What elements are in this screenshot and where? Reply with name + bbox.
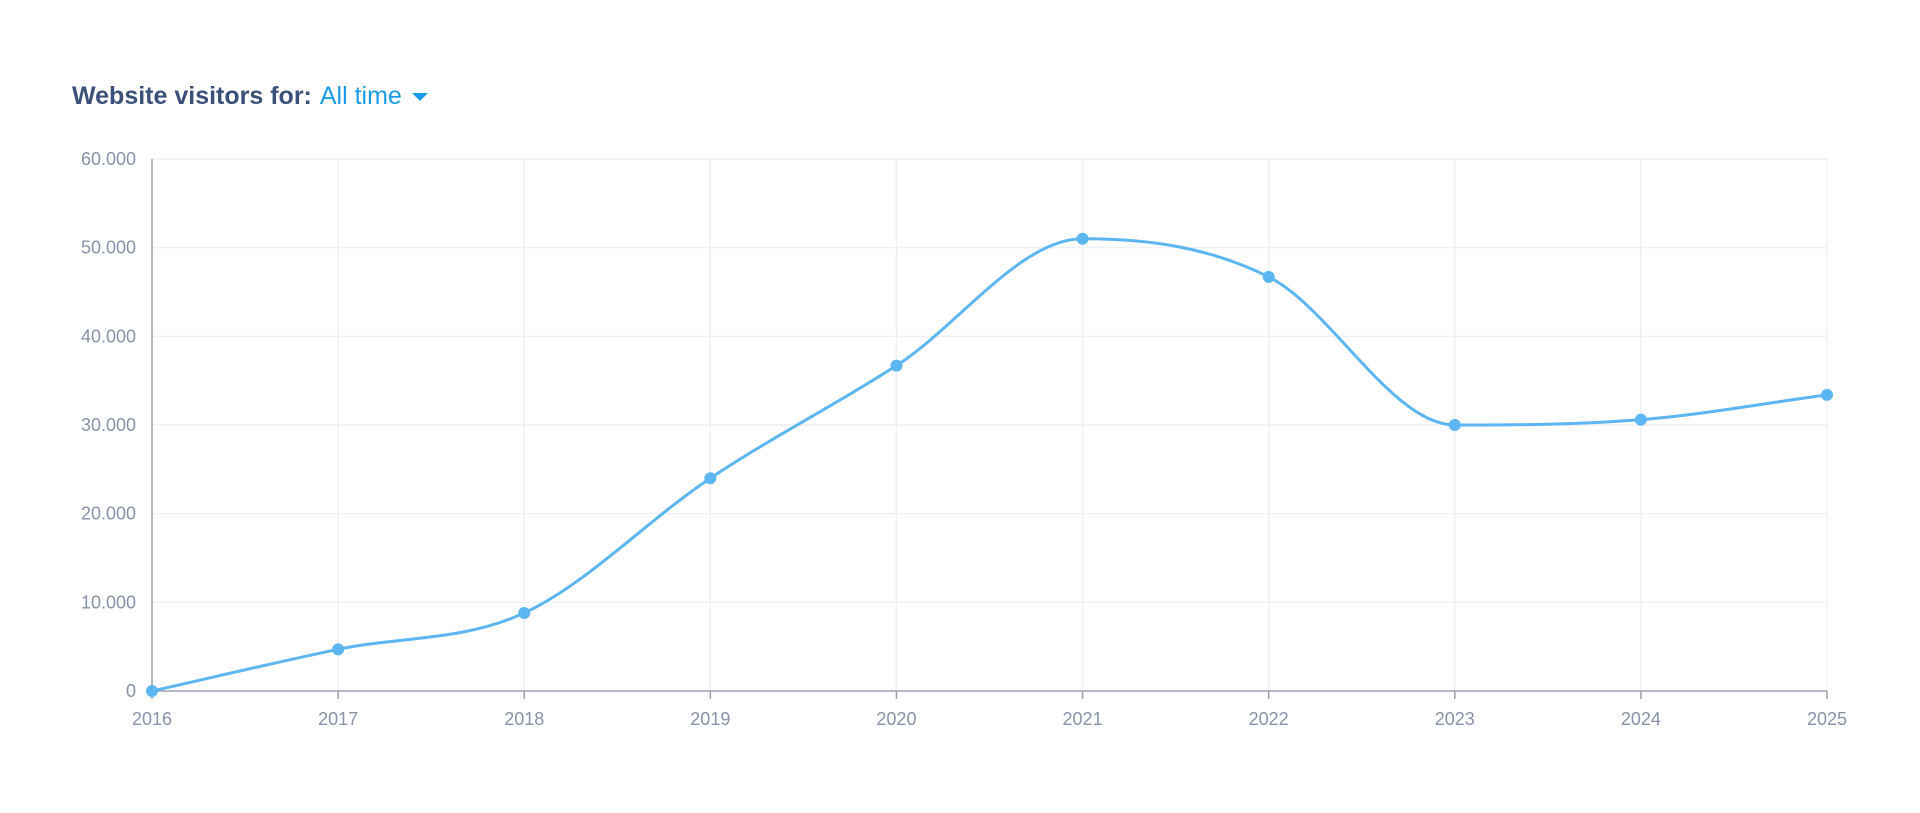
y-tick-label: 20.000 (81, 504, 136, 524)
period-dropdown[interactable]: All time (320, 76, 428, 116)
x-tick-label: 2023 (1435, 709, 1475, 729)
x-tick-label: 2021 (1063, 709, 1103, 729)
x-tick-label: 2018 (504, 709, 544, 729)
data-points (146, 232, 1833, 697)
x-tick-label: 2022 (1249, 709, 1289, 729)
y-tick-label: 30.000 (81, 415, 136, 435)
y-tick-label: 10.000 (81, 592, 136, 612)
grid-lines (152, 158, 1828, 691)
header-label: Website visitors for: (72, 82, 312, 110)
data-point[interactable] (1634, 413, 1647, 426)
y-tick-label: 40.000 (81, 326, 136, 346)
data-point[interactable] (1076, 232, 1089, 245)
x-tick-label: 2019 (690, 709, 730, 729)
data-point[interactable] (704, 472, 717, 485)
data-point[interactable] (332, 643, 345, 656)
series-line (150, 237, 1829, 693)
x-tick-label: 2025 (1807, 709, 1847, 729)
y-tick-label: 50.000 (81, 238, 136, 258)
x-axis-ticks: 2016 2017 2018 2019 2020 2021 2022 2023 2024 2025 (132, 691, 1847, 729)
y-tick-label: 0 (126, 681, 136, 701)
x-tick-label: 2016 (132, 709, 172, 729)
period-dropdown-value[interactable]: All time (319, 82, 402, 110)
data-point[interactable] (146, 685, 158, 697)
data-point[interactable] (518, 606, 531, 619)
data-point[interactable] (1262, 270, 1275, 283)
data-point[interactable] (1448, 419, 1461, 431)
data-point[interactable] (1821, 388, 1833, 401)
data-point[interactable] (890, 359, 903, 372)
x-tick-label: 2017 (318, 709, 358, 729)
caret-down-icon[interactable] (411, 93, 428, 101)
y-tick-label: 60.000 (81, 149, 136, 169)
y-axis-ticks: 0 10.000 20.000 30.000 40.000 50.000 60.000 (81, 149, 136, 701)
x-tick-label: 2020 (876, 709, 916, 729)
x-tick-label: 2024 (1621, 709, 1661, 729)
chart-header: Website visitors for: All time (72, 76, 428, 116)
axes (151, 159, 1827, 692)
series-visitors (150, 237, 1829, 693)
